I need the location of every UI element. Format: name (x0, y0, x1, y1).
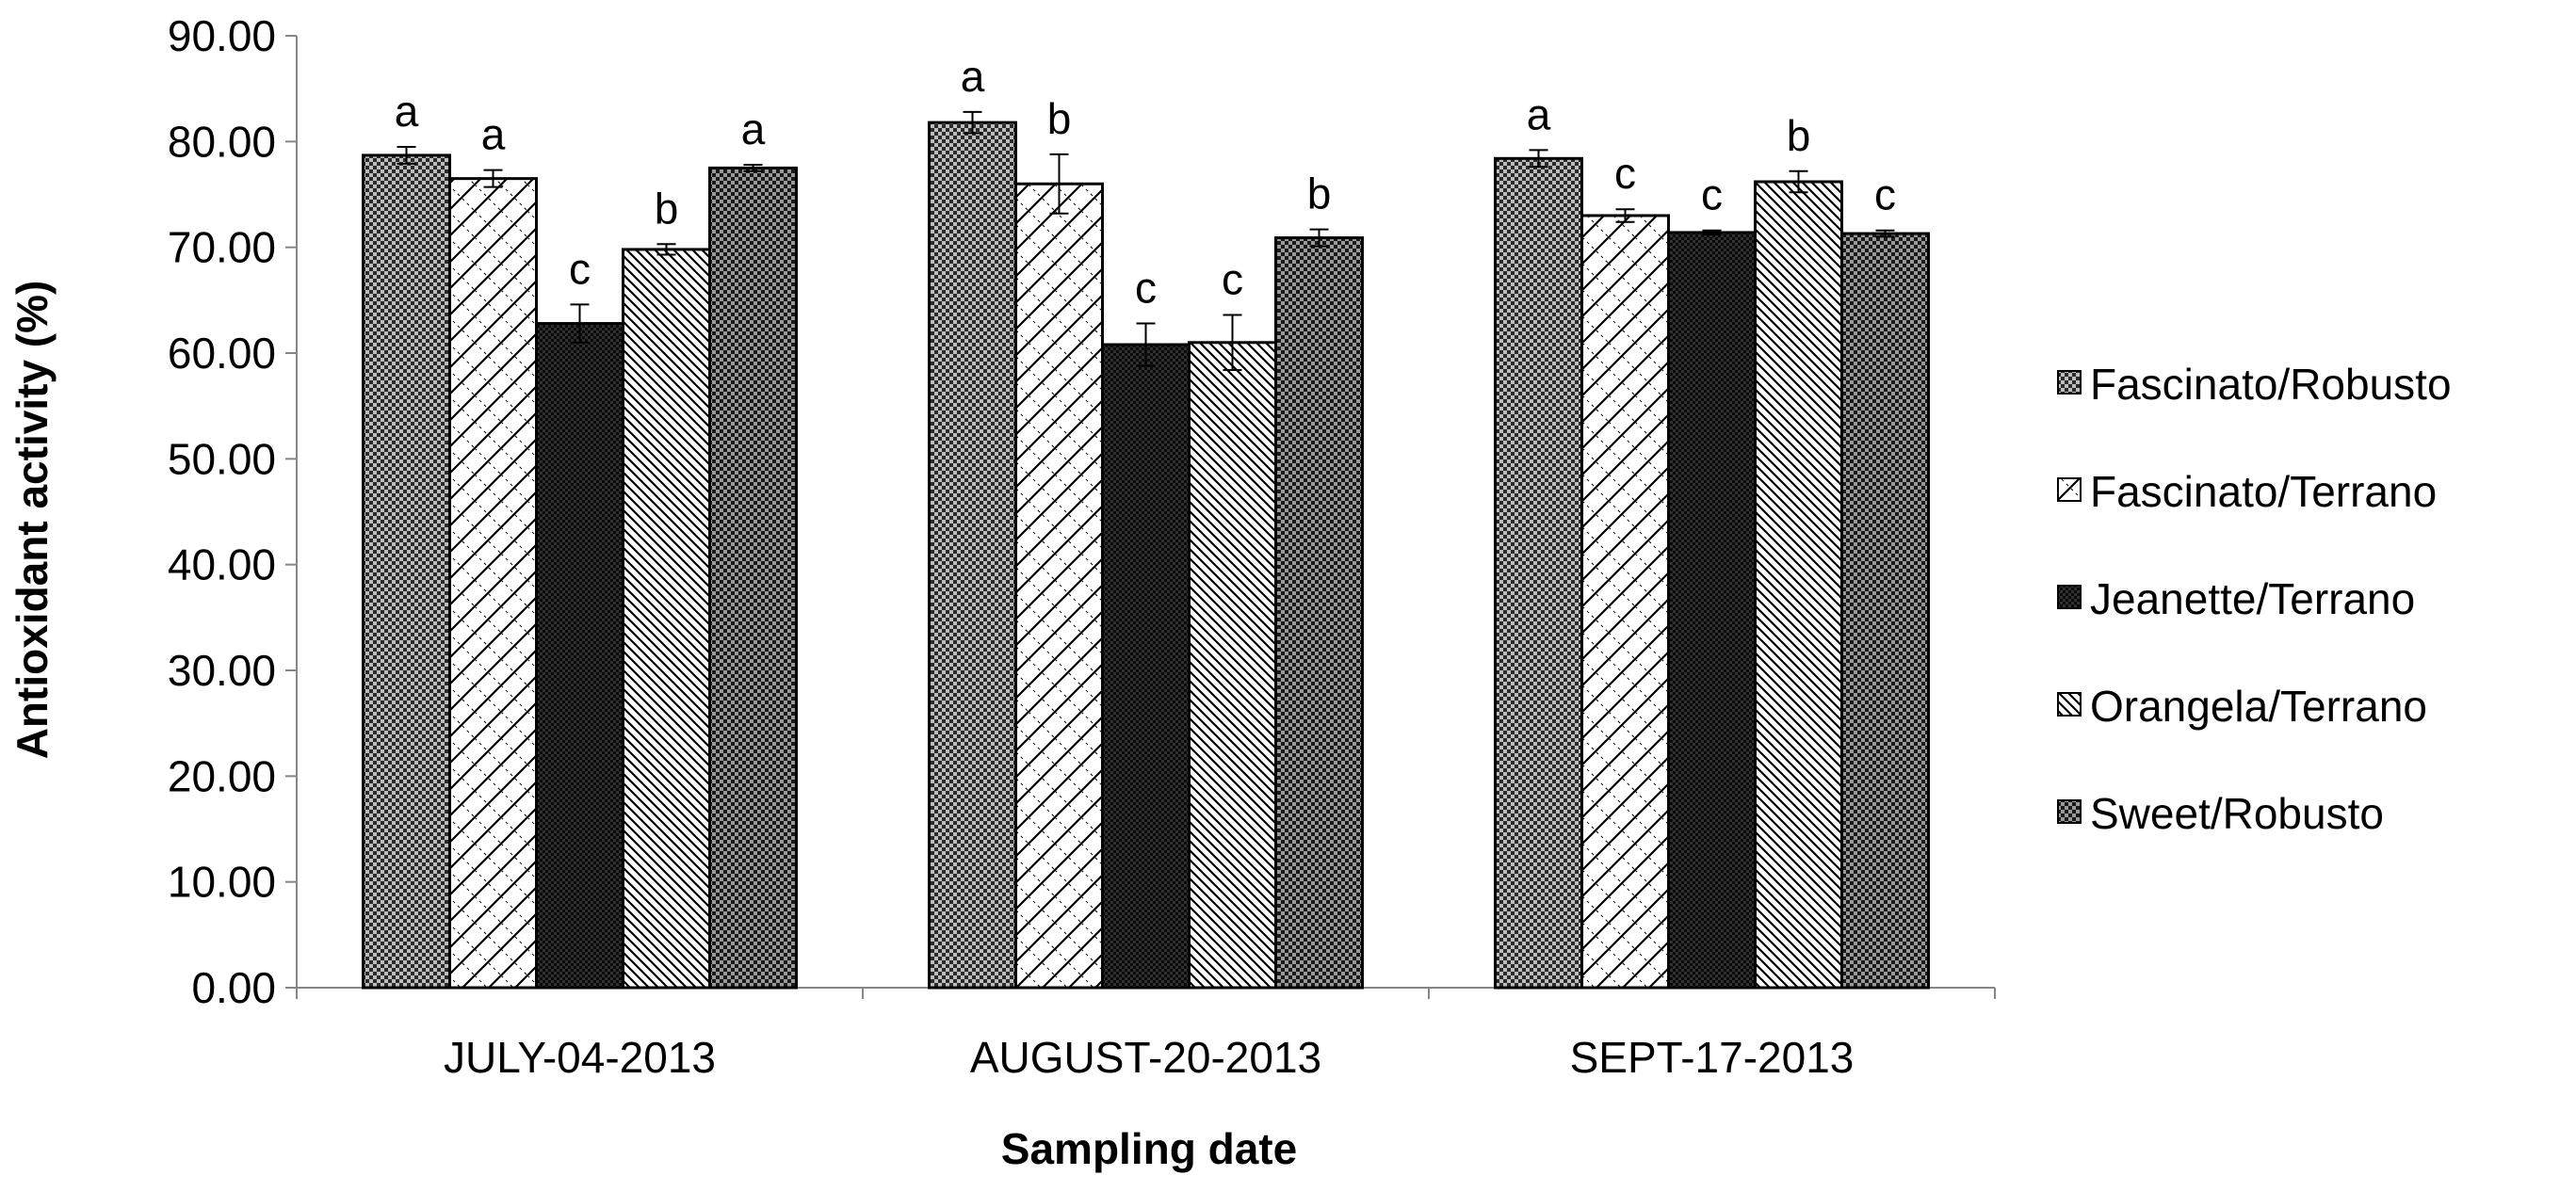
significance-letter: c (1874, 170, 1896, 219)
legend-item: Orangela/Terrano (2057, 682, 2427, 731)
x-tick-label: JULY-04-2013 (444, 1033, 716, 1082)
bars (362, 121, 1930, 990)
x-tick-label: AUGUST-20-2013 (970, 1033, 1321, 1082)
y-tick-label: 50.00 (168, 434, 276, 483)
error-bar (1049, 153, 1069, 215)
significance-letter: a (481, 110, 506, 159)
significance-letter: c (1701, 170, 1723, 219)
x-tick-label: SEPT-17-2013 (1570, 1033, 1855, 1082)
significance-letter: c (1222, 255, 1243, 304)
error-bar (1529, 149, 1548, 169)
bar-sweet-robusto-1 (1274, 236, 1364, 990)
significance-letter: a (395, 87, 419, 136)
significance-letter: b (1787, 111, 1811, 160)
bar-jeanette-terrano-1 (1101, 343, 1191, 990)
error-bar (743, 164, 763, 172)
y-tick-label: 60.00 (168, 329, 276, 378)
legend-swatch (2057, 585, 2082, 609)
error-bars (397, 110, 1895, 371)
y-tick-label: 0.00 (191, 963, 276, 1012)
error-bar (1702, 229, 1722, 236)
bar-fascinato-terrano-1 (1014, 182, 1104, 990)
bar-orangela-terrano-2 (1754, 180, 1843, 990)
y-tick-label: 90.00 (168, 11, 276, 60)
bar-orangela-terrano-1 (1188, 341, 1277, 990)
significance-letter: c (1135, 264, 1157, 313)
legend-swatch (2057, 370, 2082, 395)
x-axis-title: Sampling date (1001, 1124, 1297, 1173)
error-bar (397, 145, 416, 165)
bar-fascinato-robusto-2 (1494, 156, 1583, 990)
y-tick-label: 80.00 (168, 117, 276, 166)
error-bar (656, 243, 676, 256)
legend-swatch (2057, 477, 2082, 502)
y-axis: 0.00 10.00 20.00 30.00 40.00 50.00 60.00 70.00 8… (168, 11, 298, 1012)
significance-letter: b (655, 184, 679, 233)
error-bar (1875, 229, 1895, 238)
legend-swatch (2057, 799, 2082, 824)
legend-item: Jeanette/Terrano (2057, 574, 2415, 623)
legend-item: Fascinato/Terrano (2057, 467, 2437, 516)
bar-fascinato-robusto-0 (362, 153, 451, 990)
error-bar (963, 110, 982, 135)
bar-jeanette-terrano-0 (535, 322, 624, 990)
significance-letter: c (1614, 149, 1636, 198)
y-tick-label: 10.00 (168, 858, 276, 907)
legend-label: Jeanette/Terrano (2090, 574, 2415, 623)
error-bar (1223, 314, 1242, 371)
y-tick-label: 40.00 (168, 540, 276, 589)
legend-item: Fascinato/Robusto (2057, 360, 2452, 409)
bar-sweet-robusto-0 (708, 166, 798, 990)
bar-jeanette-terrano-2 (1667, 231, 1757, 990)
error-bar (570, 303, 590, 344)
error-bar (483, 169, 503, 188)
bar-orangela-terrano-0 (622, 248, 711, 990)
significance-letter: a (741, 105, 766, 153)
legend-label: Fascinato/Terrano (2090, 467, 2437, 516)
bar-fascinato-robusto-1 (928, 121, 1017, 990)
legend-swatch (2057, 692, 2082, 717)
x-axis: JULY-04-2013 AUGUST-20-2013 SEPT-17-2013 (296, 987, 1996, 1082)
significance-letter: a (1527, 89, 1551, 138)
error-bar (1309, 228, 1329, 248)
bar-fascinato-terrano-2 (1580, 214, 1670, 990)
bar-sweet-robusto-2 (1840, 232, 1930, 990)
legend-label: Fascinato/Robusto (2090, 360, 2452, 409)
significance-letters: a a a a b c c c c b c b a b c (395, 52, 1896, 313)
y-tick-label: 20.00 (168, 751, 276, 800)
y-tick-label: 70.00 (168, 223, 276, 272)
legend: Fascinato/Robusto Fascinato/Terrano Jeanet… (2057, 360, 2452, 838)
y-axis-title: Antioxidant activity (%) (8, 281, 57, 760)
legend-item: Sweet/Robusto (2057, 789, 2384, 838)
error-bar (1789, 169, 1808, 194)
significance-letter: c (569, 244, 591, 293)
error-bar (1615, 208, 1635, 223)
significance-letter: a (961, 52, 985, 101)
legend-label: Orangela/Terrano (2090, 682, 2427, 731)
y-tick-label: 30.00 (168, 646, 276, 695)
legend-label: Sweet/Robusto (2090, 789, 2384, 838)
bar-fascinato-terrano-0 (448, 177, 538, 990)
significance-letter: b (1307, 169, 1332, 218)
error-bar (1136, 322, 1156, 367)
significance-letter: b (1047, 94, 1072, 143)
